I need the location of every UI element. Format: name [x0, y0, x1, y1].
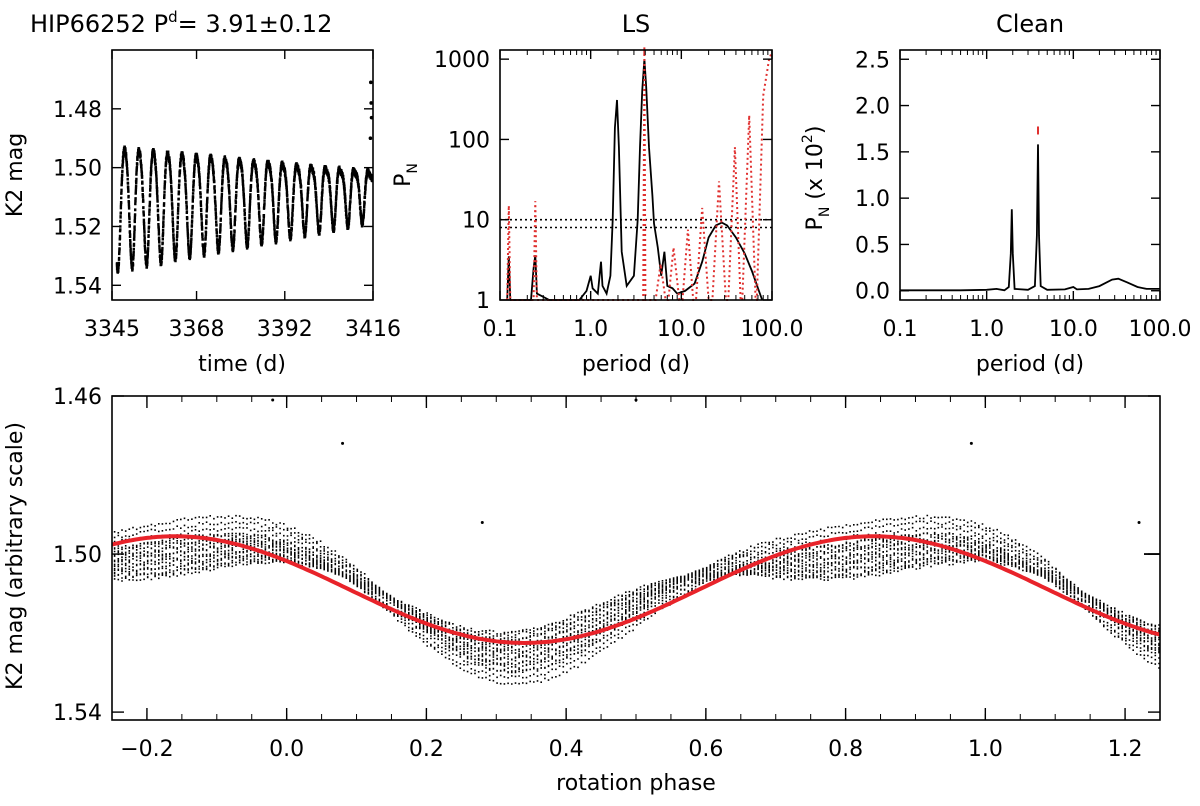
- lightcurve-outlier: [369, 101, 373, 105]
- ls-periodogram-line: [506, 59, 764, 301]
- ls-title: LS: [622, 10, 651, 38]
- clean-title: Clean: [996, 10, 1064, 38]
- lightcurve-panel: HIP66252 Pd= 3.91±0.12 3345 3368 3392 34…: [3, 8, 401, 377]
- x-tick-label: 100.0: [1129, 317, 1192, 342]
- y-tick-label: 1.52: [53, 215, 102, 240]
- clean-y-axis-label: PN (x 102): [800, 126, 833, 231]
- phased-outlier: [969, 441, 973, 445]
- y-tick-label: 0.5: [855, 233, 890, 258]
- lightcurve-title: HIP66252 Pd= 3.91±0.12: [30, 8, 332, 38]
- phased-x-axis-label: rotation phase: [556, 771, 716, 796]
- svg-text:PN: PN: [391, 163, 421, 187]
- y-tick-label: 1.0: [855, 187, 890, 212]
- y-tick-label: 1.5: [855, 141, 890, 166]
- lightcurve-ticks: [111, 50, 374, 300]
- x-tick-label: 1.0: [573, 317, 608, 342]
- clean-x-tick-labels: 0.1 1.0 10.0 100.0: [883, 317, 1192, 342]
- y-tick-label: 1.54: [53, 274, 102, 299]
- ls-ticks: [499, 50, 773, 301]
- ls-panel: LS 0.1 1.0 10.0 100.0 1 10 100 1000 peri…: [391, 10, 803, 377]
- x-tick-label: 10.0: [1049, 317, 1098, 342]
- phased-panel: −0.2 0.0 0.2 0.4 0.6 0.8 1.0 1.2 1.46 1.…: [3, 385, 1161, 796]
- clean-panel: Clean 0.1 1.0 10.0 100.0 0.0 0.5 1.0 1.5…: [800, 10, 1191, 377]
- phased-outlier: [1137, 520, 1141, 524]
- x-tick-label: 1.0: [968, 737, 1003, 762]
- x-tick-label: 100.0: [741, 317, 804, 342]
- x-tick-label: 10.0: [657, 317, 706, 342]
- lightcurve-outlier: [368, 80, 373, 85]
- phased-y-axis-label: K2 mag (arbitrary scale): [3, 422, 28, 690]
- phased-x-tick-labels: −0.2 0.0 0.2 0.4 0.6 0.8 1.0 1.2: [120, 737, 1142, 762]
- ls-y-axis-label: PN: [391, 163, 421, 187]
- x-tick-label: 0.0: [269, 737, 304, 762]
- clean-periodogram-line: [900, 144, 1160, 292]
- svg-text:PN (x 102): PN (x 102): [800, 126, 833, 231]
- y-tick-label: 1.54: [53, 701, 102, 726]
- y-tick-label: 1.48: [53, 98, 102, 123]
- x-tick-label: −0.2: [120, 737, 173, 762]
- phased-outlier: [271, 398, 275, 402]
- lightcurve-y-tick-labels: 1.48 1.50 1.52 1.54: [53, 98, 102, 299]
- phased-outlier: [341, 441, 345, 445]
- x-tick-label: 3416: [345, 317, 401, 342]
- y-tick-label: 1000: [434, 48, 490, 73]
- x-tick-label: 0.2: [409, 737, 444, 762]
- x-tick-label: 3368: [169, 317, 225, 342]
- y-tick-label: 2.5: [855, 48, 890, 73]
- lightcurve-outlier: [368, 136, 373, 141]
- ls-frame: [499, 49, 773, 301]
- clean-y-tick-labels: 0.0 0.5 1.0 1.5 2.0 2.5: [855, 48, 890, 304]
- lightcurve-frame: [111, 49, 374, 301]
- y-tick-label: 0.0: [855, 280, 890, 305]
- lightcurve-x-tick-labels: 3345 3368 3392 3416: [84, 317, 401, 342]
- ls-y-tick-labels: 1 10 100 1000: [434, 48, 490, 314]
- y-tick-label: 1.50: [53, 543, 102, 568]
- x-tick-label: 0.8: [828, 737, 863, 762]
- sinusoidal-fit-line: [111, 534, 1161, 646]
- phased-points-path: [113, 514, 1160, 685]
- x-tick-label: 3392: [257, 317, 313, 342]
- y-tick-label: 1.46: [53, 385, 102, 410]
- phased-points: [113, 398, 1160, 685]
- clean-series: [900, 126, 1160, 292]
- x-tick-label: 0.6: [688, 737, 723, 762]
- lightcurve-y-axis-label: K2 mag: [3, 133, 28, 217]
- x-tick-label: 0.1: [883, 317, 918, 342]
- phased-ticks: [111, 395, 1161, 720]
- clean-x-axis-label: period (d): [976, 352, 1084, 377]
- y-tick-label: 10: [462, 209, 490, 234]
- lightcurve-x-axis-label: time (d): [198, 352, 286, 377]
- lightcurve-points: [115, 80, 374, 274]
- ls-window-function-line: [506, 49, 773, 301]
- x-tick-label: 0.1: [483, 317, 518, 342]
- x-tick-label: 3345: [84, 317, 140, 342]
- ls-x-tick-labels: 0.1 1.0 10.0 100.0: [483, 317, 804, 342]
- y-tick-label: 2.0: [855, 95, 890, 120]
- phased-y-tick-labels: 1.46 1.50 1.54: [53, 385, 102, 726]
- x-tick-label: 1.2: [1108, 737, 1143, 762]
- x-tick-label: 1.0: [969, 317, 1004, 342]
- clean-frame: [899, 49, 1161, 301]
- x-tick-label: 0.4: [549, 737, 584, 762]
- ls-series: [500, 47, 773, 301]
- clean-ticks: [899, 50, 1161, 300]
- y-tick-label: 1: [476, 289, 490, 314]
- y-tick-label: 1.50: [53, 157, 102, 182]
- y-tick-label: 100: [448, 128, 490, 153]
- phased-outlier: [480, 520, 484, 524]
- ls-x-axis-label: period (d): [582, 352, 690, 377]
- lightcurve-points-path: [115, 145, 374, 274]
